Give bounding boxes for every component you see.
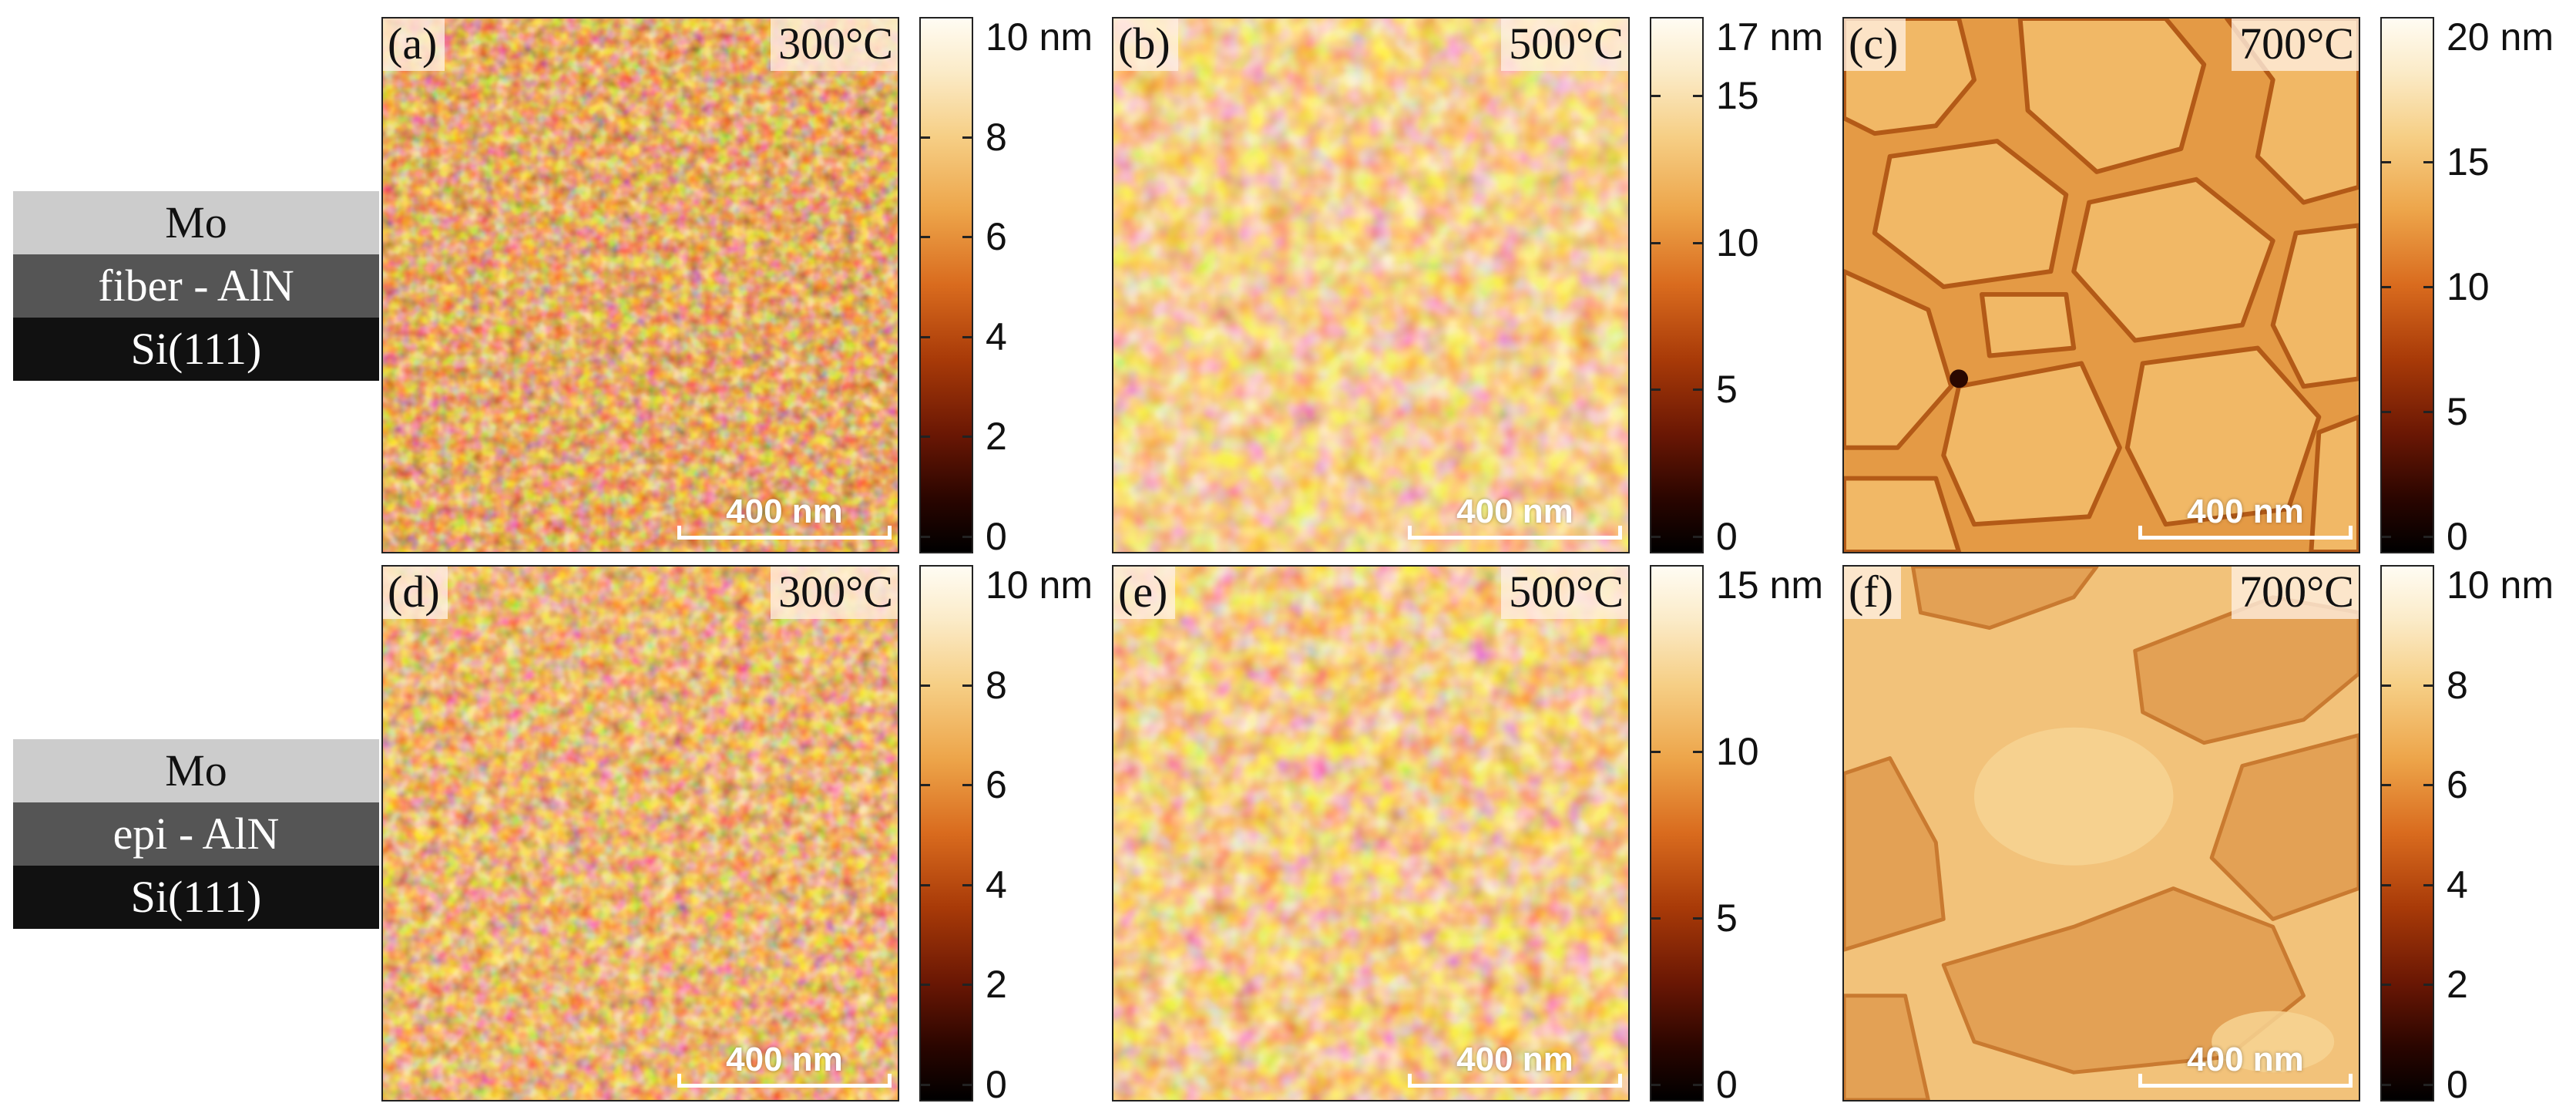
scale-bar-label: 400 nm xyxy=(2187,1041,2304,1078)
layer-label: epi - AlN xyxy=(113,809,280,859)
colorbar-tick-label: 0 xyxy=(986,515,1007,558)
layer-label: Mo xyxy=(165,745,227,795)
temperature-label: 300°C xyxy=(771,18,898,71)
colorbar-tick-label: 5 xyxy=(1716,896,1738,940)
afm-topography-image xyxy=(383,567,898,1100)
colorbar-tick-label: 6 xyxy=(986,763,1007,807)
layer-mo: Mo xyxy=(13,191,379,254)
scale-bar-line xyxy=(2138,526,2353,540)
colorbar-tick-label: 5 xyxy=(1716,368,1738,412)
layer-si: Si(111) xyxy=(13,318,379,381)
layer-label: Si(111) xyxy=(130,324,262,374)
afm-topography-image xyxy=(1113,567,1628,1100)
scale-bar: 400 nm xyxy=(1408,495,1622,541)
colorbar-tick-label: 15 xyxy=(2447,140,2490,183)
temperature-label: 300°C xyxy=(771,567,898,619)
colorbar-max-label: 15 nm xyxy=(1716,563,1823,607)
afm-panel-e: (e) 500°C 400 nm xyxy=(1112,565,1630,1102)
colorbar-tick-label: 4 xyxy=(2447,863,2468,906)
layer-stack-fiber: Mo fiber - AlN Si(111) xyxy=(13,191,379,381)
colorbar-tick-label: 5 xyxy=(2447,390,2468,433)
layer-mo: Mo xyxy=(13,739,379,802)
layer-label: fiber - AlN xyxy=(98,261,294,311)
colorbar-tick-label: 0 xyxy=(2447,1063,2468,1106)
colorbar-tick-label: 0 xyxy=(1716,1063,1738,1106)
scale-bar: 400 nm xyxy=(677,1043,892,1089)
scale-bar-line xyxy=(1408,526,1622,540)
colorbar-tick-label: 4 xyxy=(986,314,1007,358)
scale-bar-line xyxy=(1408,1074,1622,1088)
colorbar-max-label: 20 nm xyxy=(2447,15,2554,59)
colorbar-tick-label: 8 xyxy=(986,115,1007,159)
colorbar-max-label: 10 nm xyxy=(2447,563,2554,607)
colorbar-tick-label: 15 xyxy=(1716,74,1759,118)
colorbar-tick-label: 8 xyxy=(2447,663,2468,707)
afm-panel-f: (f) 700°C 400 nm xyxy=(1842,565,2360,1102)
temperature-label: 700°C xyxy=(2232,18,2359,71)
scale-bar-line xyxy=(2138,1074,2353,1088)
panel-label: (c) xyxy=(1844,18,1906,71)
panel-label: (a) xyxy=(383,18,445,71)
colorbar-max-label: 10 nm xyxy=(986,563,1093,607)
panel-label: (b) xyxy=(1113,18,1178,71)
colorbar-tick-label: 10 xyxy=(2447,265,2490,308)
layer-aln: fiber - AlN xyxy=(13,254,379,318)
colorbar-tick-label: 0 xyxy=(1716,515,1738,558)
scale-bar-label: 400 nm xyxy=(726,493,843,530)
colorbar-b: 17 nm 0 5 10 15 xyxy=(1650,17,1823,556)
layer-label: Si(111) xyxy=(130,872,262,922)
temperature-label: 500°C xyxy=(1501,18,1628,71)
panel-label: (d) xyxy=(383,567,448,619)
colorbar-tick-label: 6 xyxy=(2447,763,2468,807)
colorbar-d: 10 nm 0 2 4 6 8 xyxy=(919,565,1093,1104)
colorbar-a: 10 nm 0 2 4 6 8 xyxy=(919,17,1093,556)
scale-bar: 400 nm xyxy=(2138,495,2353,541)
colorbar-tick-label: 10 xyxy=(1716,730,1759,773)
colorbar-tick-label: 6 xyxy=(986,215,1007,259)
scale-bar-label: 400 nm xyxy=(2187,493,2304,530)
afm-topography-image xyxy=(1844,567,2359,1100)
colorbar-tick-label: 2 xyxy=(986,963,1007,1007)
colorbar-tick-label: 2 xyxy=(2447,963,2468,1007)
scale-bar-line xyxy=(677,1074,892,1088)
colorbar-tick-label: 0 xyxy=(986,1063,1007,1106)
afm-panel-c: (c) 700°C 400 nm xyxy=(1842,17,2360,553)
colorbar-max-label: 10 nm xyxy=(986,15,1093,59)
layer-stack-epi: Mo epi - AlN Si(111) xyxy=(13,739,379,929)
colorbar-c: 20 nm 0 5 10 15 xyxy=(2380,17,2554,556)
layer-si: Si(111) xyxy=(13,866,379,929)
afm-panel-d: (d) 300°C 400 nm xyxy=(381,565,899,1102)
afm-topography-image xyxy=(1113,18,1628,552)
colorbar-tick-label: 0 xyxy=(2447,515,2468,558)
colorbar-tick-label: 10 xyxy=(1716,220,1759,264)
temperature-label: 700°C xyxy=(2232,567,2359,619)
colorbar-tick-label: 2 xyxy=(986,415,1007,459)
scale-bar-label: 400 nm xyxy=(726,1041,843,1078)
panel-label: (f) xyxy=(1844,567,1901,619)
scale-bar: 400 nm xyxy=(2138,1043,2353,1089)
colorbar-tick-label: 4 xyxy=(986,863,1007,906)
scale-bar-line xyxy=(677,526,892,540)
afm-panel-b: (b) 500°C 400 nm xyxy=(1112,17,1630,553)
scale-bar: 400 nm xyxy=(1408,1043,1622,1089)
scale-bar-label: 400 nm xyxy=(1456,1041,1573,1078)
afm-topography-image xyxy=(1844,18,2359,552)
afm-topography-image xyxy=(383,18,898,552)
colorbar-e: 15 nm 0 5 10 xyxy=(1650,565,1823,1104)
layer-label: Mo xyxy=(165,197,227,247)
scale-bar-label: 400 nm xyxy=(1456,493,1573,530)
layer-aln: epi - AlN xyxy=(13,802,379,866)
scale-bar: 400 nm xyxy=(677,495,892,541)
temperature-label: 500°C xyxy=(1501,567,1628,619)
afm-panel-a: (a) 300°C 400 nm xyxy=(381,17,899,553)
colorbar-tick-label: 8 xyxy=(986,663,1007,707)
colorbar-max-label: 17 nm xyxy=(1716,15,1823,59)
panel-label: (e) xyxy=(1113,567,1176,619)
colorbar-f: 10 nm 0 2 4 6 8 xyxy=(2380,565,2554,1104)
